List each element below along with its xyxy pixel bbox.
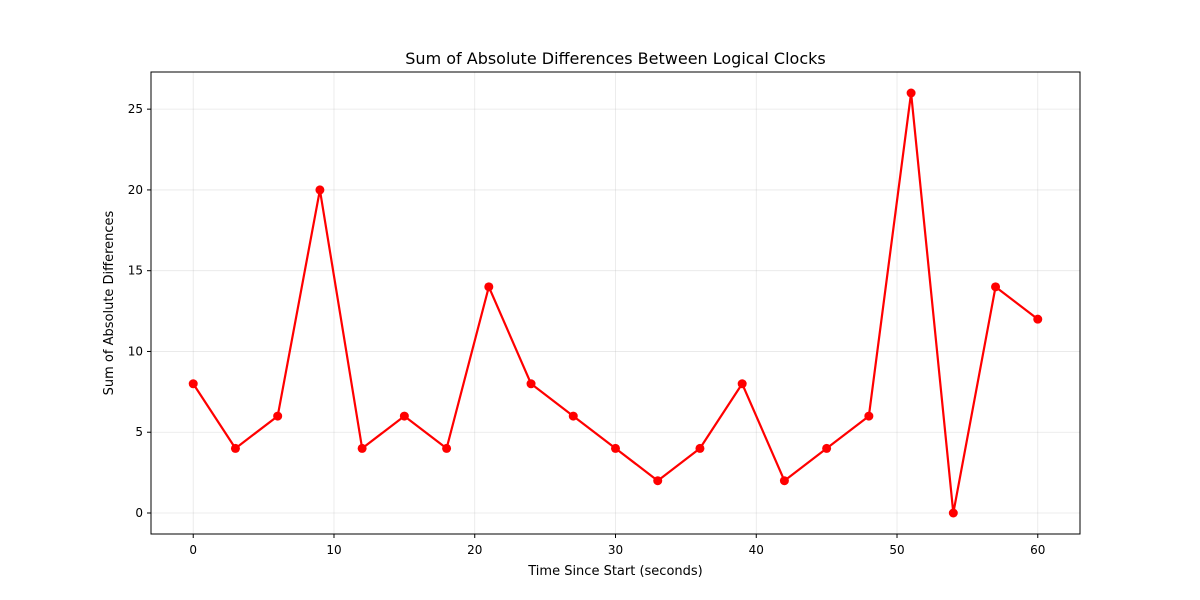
y-tick-label: 20 [128, 183, 143, 197]
y-tick-label: 5 [135, 425, 143, 439]
x-tick-label: 60 [1030, 543, 1045, 557]
y-tick-label: 10 [128, 344, 143, 358]
data-point [399, 411, 409, 421]
data-point [568, 411, 578, 421]
x-tick-label: 20 [467, 543, 482, 557]
data-point [484, 282, 494, 292]
data-point [948, 508, 958, 518]
grid [151, 72, 1080, 534]
data-point [611, 443, 620, 453]
data-point [315, 185, 325, 195]
data-point [188, 379, 198, 389]
axis-ticks: 0 10 20 30 40 50 60 0 5 10 15 20 25 [128, 102, 1046, 557]
data-point [864, 411, 874, 421]
data-point [653, 476, 663, 486]
data-point [737, 379, 747, 389]
x-tick-label: 0 [189, 543, 197, 557]
x-tick-label: 10 [326, 543, 341, 557]
data-point [357, 443, 367, 453]
data-point [526, 379, 536, 389]
x-tick-label: 40 [749, 543, 764, 557]
data-point [991, 282, 1001, 292]
data-point [822, 443, 832, 453]
y-tick-label: 25 [128, 102, 143, 116]
data-point [230, 443, 240, 453]
data-point [442, 443, 452, 453]
data-point [779, 476, 789, 486]
y-tick-label: 15 [128, 264, 143, 278]
plot-frame [150, 71, 1081, 535]
y-tick-label: 0 [135, 506, 143, 520]
data-point [1033, 314, 1043, 324]
x-tick-label: 30 [608, 543, 623, 557]
data-point [273, 411, 283, 421]
x-axis-label: Time Since Start (seconds) [527, 564, 703, 579]
chart-title: Sum of Absolute Differences Between Logi… [405, 49, 825, 68]
series-layer [188, 88, 1043, 518]
data-point [906, 88, 916, 98]
y-axis-label: Sum of Absolute Differences [102, 210, 117, 395]
data-point [695, 443, 705, 453]
x-tick-label: 50 [889, 543, 904, 557]
